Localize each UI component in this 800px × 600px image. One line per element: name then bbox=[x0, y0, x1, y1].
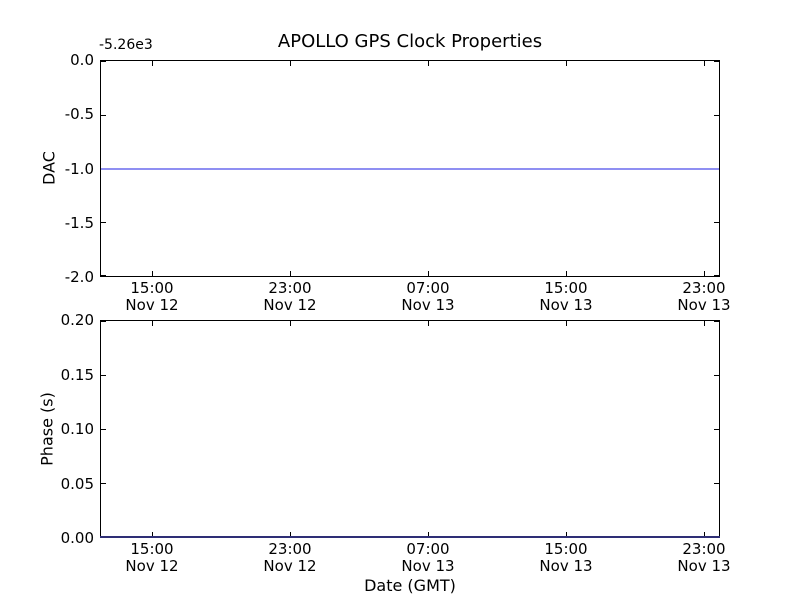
x-tick-mark bbox=[566, 61, 567, 66]
y-tick-label: -1.5 bbox=[64, 214, 94, 232]
x-tick-date: Nov 13 bbox=[539, 557, 593, 575]
x-tick-label: 23:00 Nov 13 bbox=[659, 280, 749, 314]
y-tick-mark bbox=[101, 321, 106, 322]
x-tick-mark bbox=[290, 61, 291, 66]
y-tick-mark bbox=[714, 115, 719, 116]
x-tick-label: 07:00 Nov 13 bbox=[383, 280, 473, 314]
x-tick-date: Nov 12 bbox=[125, 296, 179, 314]
y-tick-label: 0.0 bbox=[70, 51, 94, 69]
x-tick-date: Nov 12 bbox=[125, 557, 179, 575]
dac-subplot-axes bbox=[100, 60, 720, 277]
y-tick-label: -2.0 bbox=[64, 268, 94, 286]
x-tick-mark bbox=[704, 271, 705, 276]
phase-subplot-axes bbox=[100, 320, 720, 538]
x-tick-time: 07:00 bbox=[406, 540, 450, 558]
y-tick-label: -1.0 bbox=[64, 160, 94, 178]
x-tick-mark bbox=[704, 321, 705, 326]
x-tick-label: 15:00 Nov 13 bbox=[521, 541, 611, 575]
x-tick-mark bbox=[566, 271, 567, 276]
y-tick-label: 0.20 bbox=[60, 311, 94, 329]
x-tick-mark bbox=[152, 61, 153, 66]
x-tick-mark bbox=[566, 321, 567, 326]
x-tick-time: 07:00 bbox=[406, 279, 450, 297]
y-tick-mark bbox=[101, 375, 106, 376]
x-tick-time: 15:00 bbox=[544, 279, 588, 297]
x-tick-date: Nov 13 bbox=[677, 296, 731, 314]
x-tick-mark bbox=[290, 532, 291, 537]
y-tick-mark bbox=[714, 275, 719, 276]
y-tick-label: 0.05 bbox=[60, 475, 94, 493]
x-tick-label: 15:00 Nov 13 bbox=[521, 280, 611, 314]
y-tick-mark bbox=[714, 375, 719, 376]
x-tick-label: 23:00 Nov 13 bbox=[659, 541, 749, 575]
y-tick-mark bbox=[101, 483, 106, 484]
x-tick-time: 23:00 bbox=[268, 279, 312, 297]
x-tick-mark bbox=[290, 321, 291, 326]
y-tick-mark bbox=[714, 321, 719, 322]
y-tick-mark bbox=[714, 61, 719, 62]
x-tick-date: Nov 13 bbox=[401, 557, 455, 575]
x-tick-mark bbox=[428, 61, 429, 66]
x-tick-date: Nov 13 bbox=[677, 557, 731, 575]
y-tick-label: -0.5 bbox=[64, 105, 94, 123]
y-tick-mark bbox=[714, 429, 719, 430]
x-tick-label: 15:00 Nov 12 bbox=[107, 541, 197, 575]
y-tick-label: 0.15 bbox=[60, 366, 94, 384]
y-axis-offset-text: -5.26e3 bbox=[99, 37, 153, 53]
x-tick-date: Nov 13 bbox=[401, 296, 455, 314]
chart-title: APOLLO GPS Clock Properties bbox=[277, 31, 543, 52]
phase-line bbox=[100, 536, 720, 538]
x-tick-mark bbox=[428, 532, 429, 537]
x-tick-mark bbox=[152, 271, 153, 276]
y-tick-mark bbox=[714, 222, 719, 223]
x-tick-time: 15:00 bbox=[544, 540, 588, 558]
x-tick-date: Nov 12 bbox=[263, 296, 317, 314]
y-tick-mark bbox=[714, 483, 719, 484]
x-tick-mark bbox=[152, 532, 153, 537]
x-tick-label: 23:00 Nov 12 bbox=[245, 541, 335, 575]
y-tick-mark bbox=[101, 115, 106, 116]
x-tick-mark bbox=[428, 271, 429, 276]
x-tick-time: 15:00 bbox=[130, 279, 174, 297]
x-tick-mark bbox=[152, 321, 153, 326]
y-tick-mark bbox=[101, 429, 106, 430]
x-tick-label: 15:00 Nov 12 bbox=[107, 280, 197, 314]
y-tick-label: 0.10 bbox=[60, 420, 94, 438]
x-tick-time: 23:00 bbox=[268, 540, 312, 558]
x-tick-date: Nov 13 bbox=[539, 296, 593, 314]
y-tick-label: 0.00 bbox=[60, 529, 94, 547]
x-tick-mark bbox=[704, 61, 705, 66]
x-tick-label: 07:00 Nov 13 bbox=[383, 541, 473, 575]
x-tick-time: 23:00 bbox=[682, 279, 726, 297]
y-tick-mark bbox=[101, 222, 106, 223]
x-tick-mark bbox=[290, 271, 291, 276]
dac-line bbox=[101, 168, 719, 170]
x-tick-mark bbox=[704, 532, 705, 537]
x-tick-label: 23:00 Nov 12 bbox=[245, 280, 335, 314]
y-tick-mark bbox=[101, 275, 106, 276]
x-tick-date: Nov 12 bbox=[263, 557, 317, 575]
x-tick-time: 23:00 bbox=[682, 540, 726, 558]
x-tick-mark bbox=[428, 321, 429, 326]
x-axis-label: Date (GMT) bbox=[364, 576, 456, 595]
y-tick-mark bbox=[101, 61, 106, 62]
x-tick-time: 15:00 bbox=[130, 540, 174, 558]
x-tick-mark bbox=[566, 532, 567, 537]
